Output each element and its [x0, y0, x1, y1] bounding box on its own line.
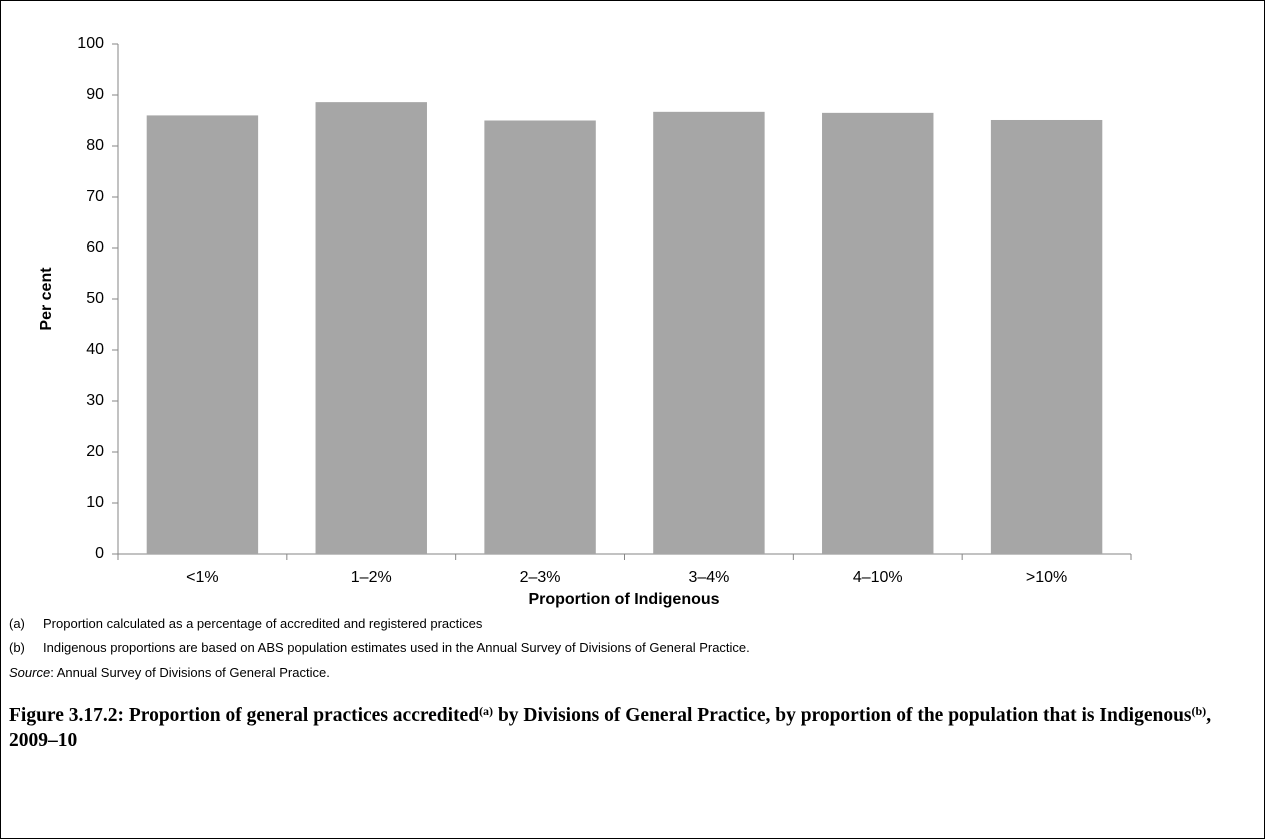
- footnote-marker: (b): [9, 640, 25, 655]
- x-tick-label: >10%: [1026, 569, 1067, 586]
- source-text: : Annual Survey of Divisions of General …: [50, 665, 330, 680]
- x-tick-label: 2–3%: [520, 569, 561, 586]
- caption-text: Figure 3.17.2: Proportion of general pra…: [9, 705, 480, 726]
- y-tick-label: 40: [86, 341, 104, 358]
- y-tick-label: 80: [86, 137, 104, 154]
- y-tick-label: 60: [86, 239, 104, 256]
- bar: [653, 111, 765, 554]
- x-axis-title: Proportion of Indigenous: [528, 591, 719, 608]
- footnote-text: Indigenous proportions are based on ABS …: [43, 640, 750, 655]
- footnote-text: Proportion calculated as a percentage of…: [43, 616, 483, 631]
- y-tick-label: 50: [86, 290, 104, 307]
- source: Source: Annual Survey of Divisions of Ge…: [9, 665, 330, 680]
- y-tick-label: 90: [86, 86, 104, 103]
- bar: [484, 120, 596, 554]
- bar: [315, 102, 427, 554]
- y-tick-label: 100: [77, 35, 104, 52]
- source-label: Source: [9, 665, 51, 680]
- x-tick-label: 4–10%: [853, 569, 903, 586]
- y-tick-label: 70: [86, 188, 104, 205]
- x-tick-label: 1–2%: [351, 569, 392, 586]
- caption-superscript: (a): [479, 704, 494, 718]
- footnote: (b) Indigenous proportions are based on A…: [9, 640, 750, 655]
- caption-superscript: (b): [1191, 704, 1207, 718]
- footnote-marker: (a): [9, 616, 25, 631]
- caption-text: by Divisions of General Practice, by pro…: [493, 705, 1192, 726]
- y-axis-title: Per cent: [38, 267, 55, 331]
- y-tick-label: 20: [86, 443, 104, 460]
- x-tick-label: 3–4%: [688, 569, 729, 586]
- bar: [990, 119, 1103, 555]
- y-tick-label: 30: [86, 392, 104, 409]
- chart: Per cent Proportion of Indigenous 0 10 20 3…: [38, 35, 1132, 608]
- x-tick-label: <1%: [186, 569, 218, 586]
- bar: [822, 112, 934, 554]
- caption-text: , 2009–10: [9, 705, 1212, 751]
- bar: [146, 115, 259, 555]
- y-tick-label: 10: [86, 494, 104, 511]
- y-tick-label: 0: [95, 545, 104, 562]
- footnote: (a) Proportion calculated as a percentage…: [9, 616, 482, 631]
- figure-caption: Figure 3.17.2: Proportion of general pra…: [9, 703, 1249, 753]
